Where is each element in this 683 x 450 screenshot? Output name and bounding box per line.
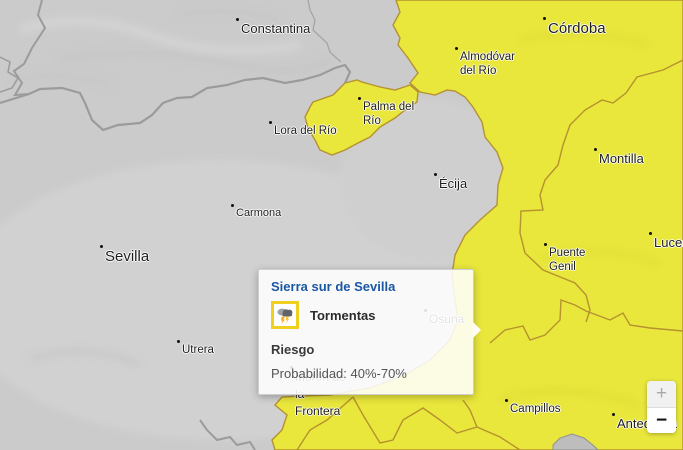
warning-level: Riesgo [271,342,315,357]
warning-probability: Probabilidad: 40%-70% [271,366,407,381]
label-text: Puente Genil [549,246,585,275]
map-label-palma-del-rio: Palma del Río [358,97,414,129]
map-label-puente-genil: Puente Genil [544,243,585,275]
map-label-carmona: Carmona [231,204,281,221]
city-dot [177,340,180,343]
popup-title: Sierra sur de Sevilla [271,279,396,294]
label-text: Constantina [241,21,311,36]
plus-icon: + [655,383,668,405]
label-line: Frontera [295,404,341,418]
terrain-patch [552,433,599,450]
map-label-montilla: Montilla [594,148,644,167]
terrain-shading [9,9,332,368]
label-text: Carmona [236,207,282,219]
city-dot [505,399,508,402]
province-boundaries-olive [296,59,683,450]
map-label-utrera: Utrera [177,340,214,357]
map-label-campillos: Campillos [505,399,561,416]
label-text: Lucena [654,235,683,250]
label-text: Écija [439,176,468,191]
city-dot [434,173,437,176]
city-dot [612,413,615,416]
label-line: Puente [549,247,586,259]
label-line: Río [363,115,381,128]
city-dot [269,121,272,124]
zoom-in-button[interactable]: + [647,381,676,408]
map-label-lora-del-rio: Lora del Río [269,121,337,138]
map-label-lucena: Lucena [649,232,683,251]
zoom-out-button[interactable]: − [647,407,676,433]
label-text: Córdoba [548,20,606,37]
warning-row: Tormentas [271,301,461,329]
map-label-cordoba: Córdoba [543,17,606,39]
map-label-sevilla: Sevilla [100,245,149,267]
city-dot [100,245,103,248]
city-dot [544,243,547,246]
city-dot [594,148,597,151]
warning-zone-east[interactable] [271,0,683,450]
city-dot [358,97,361,100]
label-line: Almodóvar [460,51,515,63]
label-line: Genil [549,261,576,274]
label-text: Utrera [182,344,214,356]
storm-cloud-lightning-icon [277,308,293,325]
warning-zone-palma-del-rio[interactable] [304,79,419,156]
label-text: Campillos [510,403,561,415]
city-dot [455,47,458,50]
zoom-control: + − [647,381,676,433]
city-dot [231,204,234,207]
warning-icon-box [271,301,299,329]
label-text: Lora del Río [274,125,337,137]
map-label-almodovar-del-rio: Almodóvar del Río [455,47,515,79]
city-dot [649,232,652,235]
map-label-constantina: Constantina [236,18,310,37]
zone-boundaries-gray [0,0,352,450]
warning-type-label: Tormentas [310,307,376,323]
city-dot [236,18,239,21]
label-line: Palma del [363,101,415,113]
label-line: del Río [460,65,497,78]
label-text: Almodóvar del Río [460,50,515,79]
warning-popup: Sierra sur de Sevilla Tormentas Riesgo P… [258,269,481,395]
label-text: Montilla [599,151,644,166]
map-label-ecija: Écija [434,173,467,192]
minus-icon: − [655,409,668,431]
label-text: Palma del Río [363,100,414,129]
label-text: Sevilla [105,248,150,265]
city-dot [543,17,546,20]
